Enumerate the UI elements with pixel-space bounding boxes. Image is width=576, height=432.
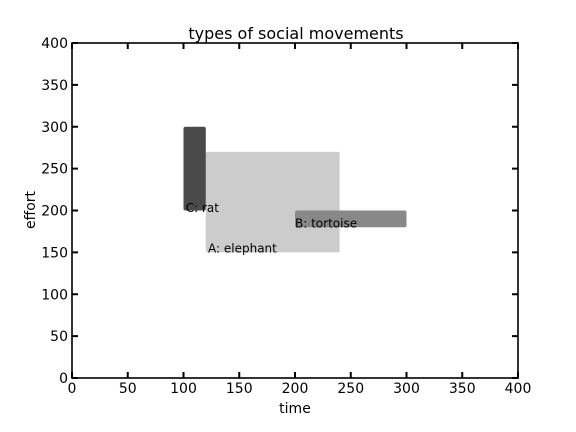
x-tick-label-3: 150 — [226, 381, 253, 397]
x-axis-label: time — [279, 401, 311, 417]
x-tick-label-2: 100 — [170, 381, 197, 397]
y-axis-label: effort — [23, 190, 39, 229]
x-tick-label-5: 250 — [337, 381, 364, 397]
regions-layer — [183, 126, 407, 253]
y-tick-label-0: 0 — [59, 371, 68, 387]
y-tick-label-3: 150 — [41, 245, 68, 261]
region-label-1: B: tortoise — [295, 216, 357, 230]
region-label-2: C: rat — [186, 201, 220, 215]
region-1 — [295, 210, 407, 228]
x-tick-label-7: 350 — [449, 381, 476, 397]
y-tick-label-1: 50 — [50, 329, 68, 345]
x-tick-label-4: 200 — [282, 381, 309, 397]
y-axis-ticks: 0 50 100 150 200 250 300 350 400 — [41, 36, 518, 387]
y-tick-label-5: 250 — [41, 162, 68, 178]
x-axis-ticks: 0 50 100 150 200 250 300 350 400 — [68, 43, 532, 397]
y-tick-label-7: 350 — [41, 78, 68, 94]
y-tick-label-8: 400 — [41, 36, 68, 52]
x-tick-label-6: 300 — [393, 381, 420, 397]
region-label-0: A: elephant — [208, 241, 277, 255]
x-tick-label-8: 400 — [505, 381, 532, 397]
region-labels-layer: A: elephant B: tortoise C: rat — [186, 201, 357, 255]
y-tick-label-6: 300 — [41, 120, 68, 136]
chart-title: types of social movements — [188, 24, 403, 43]
region-2 — [183, 126, 206, 211]
region-0 — [205, 151, 340, 253]
y-tick-label-4: 200 — [41, 204, 68, 220]
x-tick-label-1: 50 — [119, 381, 137, 397]
y-tick-label-2: 100 — [41, 287, 68, 303]
x-tick-label-0: 0 — [68, 381, 77, 397]
